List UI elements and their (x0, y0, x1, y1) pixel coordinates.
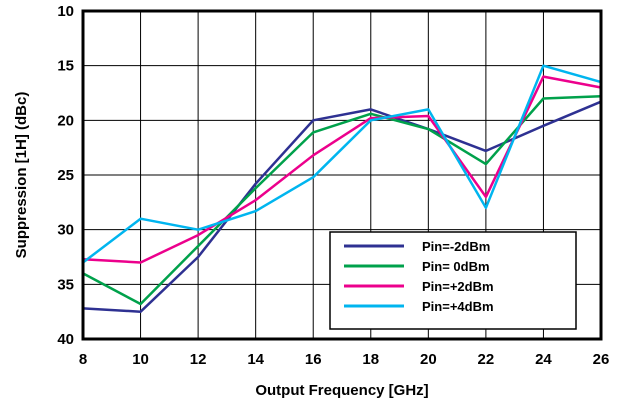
y-tick-label: 40 (57, 331, 74, 348)
x-tick-label: 12 (190, 351, 207, 368)
series-line-3 (81, 64, 603, 264)
x-tick-label: 16 (305, 351, 322, 368)
x-tick-label: 24 (535, 351, 552, 368)
x-tick-label: 10 (132, 351, 149, 368)
legend-label: Pin=-2dBm (422, 239, 490, 254)
x-tick-label: 22 (478, 351, 495, 368)
x-tick-label: 20 (420, 351, 437, 368)
x-tick-label: 8 (79, 351, 87, 368)
x-tick-label: 26 (593, 351, 610, 368)
y-tick-label: 30 (57, 222, 74, 239)
y-tick-labels: 10 15 20 25 30 35 40 (57, 3, 74, 348)
legend-label: Pin=+4dBm (422, 299, 494, 314)
legend-label: Pin= 0dBm (422, 259, 490, 274)
legend-box (329, 231, 577, 330)
y-tick-label: 10 (57, 3, 74, 20)
plot-frame (81, 9, 603, 341)
x-tick-label: 18 (362, 351, 379, 368)
legend-label: Pin=+2dBm (422, 279, 494, 294)
y-tick-label: 35 (57, 276, 74, 293)
y-tick-label: 20 (57, 112, 74, 129)
y-tick-label: 25 (57, 167, 74, 184)
legend: Pin=-2dBm Pin= 0dBm Pin=+2dBm Pin=+4dBm (329, 231, 577, 330)
x-axis-title: Output Frequency [GHz] (255, 382, 428, 399)
series-line-1 (81, 95, 603, 306)
y-axis-title: Suppression [1H] (dBc) (13, 92, 30, 259)
x-tick-labels: 8 10 12 14 16 18 20 22 24 26 (79, 351, 610, 368)
y-tick-label: 15 (57, 58, 74, 75)
series-lines (81, 64, 603, 313)
x-tick-label: 14 (247, 351, 264, 368)
